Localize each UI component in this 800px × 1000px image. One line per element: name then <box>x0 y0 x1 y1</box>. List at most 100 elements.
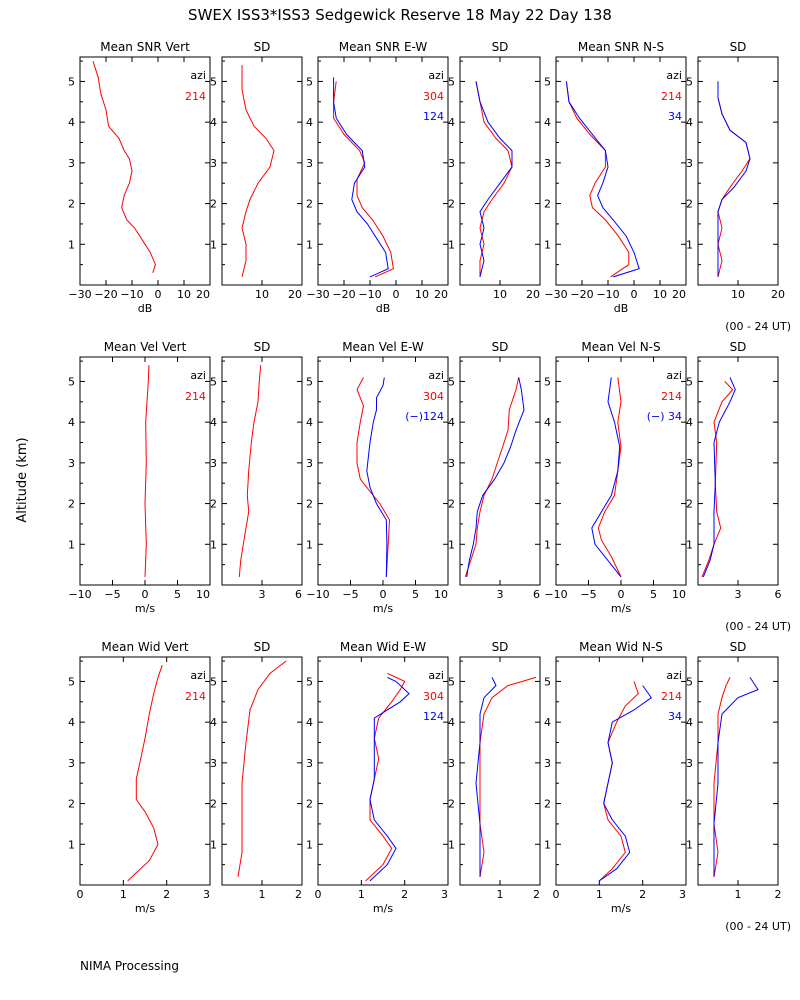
panel-title: SD <box>730 340 747 354</box>
series-line-304 <box>479 676 537 877</box>
x-tick-label: −20 <box>570 288 593 301</box>
legend-header: azi <box>666 69 682 82</box>
panel-9: Mean Vel E-W 1 2 3 4 5 −10 −5 0 5 10 m/s azi 304 (−)12… <box>306 340 449 615</box>
x-tick-label: 20 <box>526 288 540 301</box>
legend-entry: 214 <box>661 390 682 403</box>
panel-title: SD <box>492 640 509 654</box>
x-tick-label: 2 <box>401 888 408 901</box>
x-tick-label: 10 <box>493 288 507 301</box>
x-tick-label: 1 <box>358 888 365 901</box>
y-tick-label: 5 <box>686 75 693 88</box>
axes-frame <box>79 656 211 886</box>
y-tick-label: 5 <box>306 675 313 688</box>
y-tick-label: 5 <box>68 75 75 88</box>
axes-frame <box>317 56 449 286</box>
series-line-34 <box>702 377 736 578</box>
y-tick-label: 1 <box>210 538 217 551</box>
x-tick-label: 1 <box>596 888 603 901</box>
panel-title: Mean SNR Vert <box>100 40 190 54</box>
series-line-304 <box>365 672 406 882</box>
legend-entry: 304 <box>423 390 444 403</box>
y-tick-label: 5 <box>686 675 693 688</box>
legend-header: azi <box>190 369 206 382</box>
x-tick-label: −10 <box>596 288 619 301</box>
panel-2: SD 1 2 3 4 5 10 20 <box>210 40 303 301</box>
x-tick-label: 1 <box>497 888 504 901</box>
y-tick-label: 4 <box>306 416 313 429</box>
panel-1: Mean SNR Vert 1 2 3 4 5 −30 −20 −10 0 10 20 dB azi 214 <box>68 40 211 315</box>
y-tick-label: 1 <box>210 838 217 851</box>
x-tick-label: −20 <box>332 288 355 301</box>
y-tick-label: 5 <box>210 75 217 88</box>
series-line-34 <box>591 377 622 578</box>
x-axis-label: m/s <box>135 902 155 915</box>
y-tick-label: 3 <box>68 757 75 770</box>
panel-title: SD <box>254 640 271 654</box>
x-tick-label: 0 <box>315 888 322 901</box>
panel-title: SD <box>254 40 271 54</box>
x-tick-label: 20 <box>288 288 302 301</box>
series-line-214 <box>238 365 262 577</box>
y-tick-label: 3 <box>544 157 551 170</box>
y-tick-label: 2 <box>210 798 217 811</box>
y-tick-label: 1 <box>210 238 217 251</box>
x-tick-label: 2 <box>639 888 646 901</box>
x-tick-label: 20 <box>434 288 448 301</box>
y-tick-label: 2 <box>306 798 313 811</box>
series-line-214 <box>565 81 630 278</box>
x-axis-label: m/s <box>373 602 393 615</box>
y-tick-label: 3 <box>686 757 693 770</box>
legend-header: azi <box>428 369 444 382</box>
x-tick-label: −10 <box>306 588 329 601</box>
series-line-124 <box>333 77 389 278</box>
x-axis-label: m/s <box>611 602 631 615</box>
y-tick-label: 3 <box>686 457 693 470</box>
legend-header: azi <box>190 669 206 682</box>
y-tick-label: 1 <box>544 538 551 551</box>
legend-entry: 124 <box>423 110 444 123</box>
x-tick-label: 5 <box>174 588 181 601</box>
y-tick-label: 5 <box>544 375 551 388</box>
y-tick-label: 4 <box>448 716 455 729</box>
x-tick-label: 3 <box>441 888 448 901</box>
legend-entry: (−)124 <box>405 410 444 423</box>
x-tick-label: 1 <box>259 888 266 901</box>
y-tick-label: 5 <box>448 375 455 388</box>
x-tick-label: −10 <box>68 588 91 601</box>
panel-6: SD 1 2 3 4 5 10 20 <box>686 40 785 301</box>
axes-frame <box>221 56 303 286</box>
legend-header: azi <box>428 669 444 682</box>
legend-header: azi <box>666 669 682 682</box>
x-tick-label: −30 <box>544 288 567 301</box>
y-tick-label: 1 <box>686 238 693 251</box>
y-tick-label: 1 <box>68 538 75 551</box>
x-tick-label: 5 <box>650 588 657 601</box>
x-axis-label: dB <box>376 302 391 315</box>
axes-frame <box>459 56 541 286</box>
y-tick-label: 4 <box>686 416 693 429</box>
y-tick-label: 4 <box>210 116 217 129</box>
y-tick-label: 5 <box>68 675 75 688</box>
y-tick-label: 2 <box>210 198 217 211</box>
x-tick-label: 0 <box>553 888 560 901</box>
legend-entry: 34 <box>668 110 682 123</box>
y-tick-label: 3 <box>448 757 455 770</box>
series-line-124 <box>475 677 497 877</box>
axes-frame <box>317 656 449 886</box>
y-tick-label: 2 <box>686 798 693 811</box>
y-tick-label: 3 <box>544 457 551 470</box>
y-tick-label: 5 <box>544 675 551 688</box>
y-tick-label: 1 <box>544 838 551 851</box>
x-tick-label: −30 <box>306 288 329 301</box>
y-tick-label: 4 <box>68 416 75 429</box>
y-tick-label: 2 <box>306 498 313 511</box>
figure-title: SWEX ISS3*ISS3 Sedgewick Reserve 18 May … <box>188 6 612 24</box>
x-tick-label: 10 <box>177 288 191 301</box>
axes-frame <box>697 56 779 286</box>
y-tick-label: 3 <box>306 457 313 470</box>
y-tick-label: 2 <box>68 798 75 811</box>
